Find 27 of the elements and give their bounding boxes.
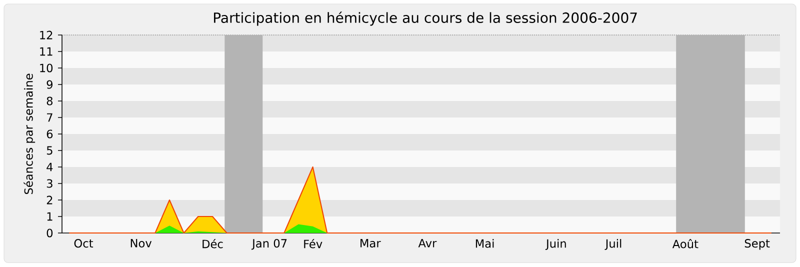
- x-tick-label: Jan 07: [251, 239, 287, 250]
- x-tick-label: Avr: [418, 239, 437, 248]
- y-tick-label: 4: [46, 163, 53, 172]
- y-tick-label: 0: [46, 228, 53, 238]
- x-tick-label: Août: [672, 239, 698, 248]
- chart-title: Participation en hémicycle au cours de la session 2006-2007: [214, 12, 637, 26]
- y-tick-label: 12: [40, 30, 52, 40]
- y-tick-label: 8: [46, 96, 53, 106]
- y-tick-label: 7: [47, 114, 52, 122]
- y-tick-label: 2: [46, 196, 52, 204]
- y-tick-label: 5: [46, 146, 52, 155]
- x-tick-label: Sept: [744, 239, 770, 250]
- y-tick-label: 9: [46, 80, 53, 89]
- y-tick-label: 11: [40, 48, 52, 56]
- x-tick-label: Nov: [130, 239, 152, 248]
- y-tick-label: 1: [47, 212, 52, 221]
- y-tick-label: 6: [46, 130, 53, 138]
- x-tick-label: Juin: [545, 239, 566, 250]
- x-tick-label: Mar: [360, 239, 381, 248]
- x-tick-label: Déc: [202, 239, 223, 248]
- x-tick-label: Oct: [74, 239, 94, 248]
- x-tick-label: Fév: [304, 239, 322, 248]
- x-tick-label: Mai: [476, 239, 494, 248]
- x-tick-label: Juil: [604, 239, 622, 250]
- y-tick-label: 10: [40, 64, 53, 72]
- y-tick-label: 3: [46, 179, 52, 188]
- y-axis-title: Séances par semaine: [24, 74, 36, 194]
